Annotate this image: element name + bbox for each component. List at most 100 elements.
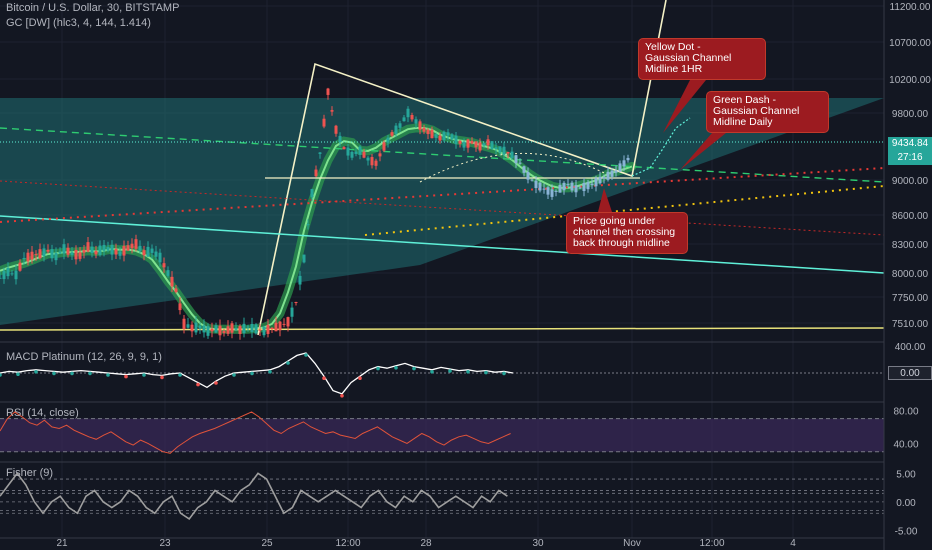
candle-body <box>326 88 330 95</box>
callout-yellow-dot-text: Yellow Dot - Gaussian Channel Midline 1H… <box>645 41 732 75</box>
callout-green-dash: Green Dash - Gaussian Channel Midline Da… <box>706 91 829 133</box>
candle-body <box>78 252 82 259</box>
macd-dot <box>106 373 110 377</box>
rsi-tick-label: 80.00 <box>893 406 918 417</box>
candle-body <box>134 239 138 249</box>
candle-body <box>350 151 354 158</box>
time-tick-label: 4 <box>790 538 796 549</box>
time-tick-label: 12:00 <box>335 538 360 549</box>
time-tick-label: Nov <box>623 538 641 549</box>
candle-body <box>534 180 538 189</box>
yellow-dot-1hr-midline <box>364 185 885 236</box>
candle-body <box>378 153 382 157</box>
candle-body <box>622 160 626 167</box>
candle-body <box>50 249 54 259</box>
candle-body <box>402 117 406 122</box>
candle-body <box>482 143 486 146</box>
rsi-band <box>0 418 884 452</box>
callout-yellow-dot: Yellow Dot - Gaussian Channel Midline 1H… <box>638 38 766 80</box>
fisher-label[interactable]: Fisher (9) <box>6 467 54 479</box>
candle-body <box>530 179 534 181</box>
candle-body <box>270 327 274 329</box>
candle-body <box>238 326 242 334</box>
candle-body <box>86 242 90 252</box>
candle-body <box>334 125 338 134</box>
time-tick-label: 28 <box>420 538 432 549</box>
candle-body <box>494 147 498 150</box>
trend-lines <box>0 0 885 336</box>
candle-body <box>522 166 526 173</box>
candle-body <box>570 182 574 191</box>
candle-body <box>54 252 58 261</box>
candle-body <box>418 121 422 130</box>
candle-body <box>322 118 326 127</box>
price-axis: 11200.00 10700.00 10200.00 9800.00 9000.00 86… <box>56 0 932 550</box>
candle-body <box>42 248 46 257</box>
candle-body <box>594 178 598 187</box>
candle-body <box>442 131 446 141</box>
candle-body <box>26 252 30 262</box>
candle-body <box>222 331 226 333</box>
macd-dot <box>160 375 164 380</box>
candle-body <box>614 170 618 173</box>
candle-body <box>206 326 210 336</box>
candle-body <box>330 110 334 112</box>
candle-body <box>30 251 34 260</box>
candle-body <box>302 254 306 263</box>
macd-dot <box>322 376 326 381</box>
candle-body <box>34 254 38 256</box>
macd-label[interactable]: MACD Platinum (12, 26, 9, 9, 1) <box>6 351 162 363</box>
candle-body <box>186 324 190 328</box>
candle-body <box>94 250 98 255</box>
macd-dot <box>16 372 20 377</box>
macd-dot <box>430 370 434 374</box>
symbol-title[interactable]: Bitcoin / U.S. Dollar, 30, BITSTAMP <box>6 2 180 14</box>
macd-dot <box>340 394 344 398</box>
macd-dot <box>214 381 218 385</box>
macd-dot <box>412 366 416 371</box>
candle-body <box>426 129 430 135</box>
candle-body <box>210 328 214 332</box>
rsi-label[interactable]: RSI (14, close) <box>6 407 79 419</box>
candle-body <box>174 288 178 293</box>
candle-body <box>194 322 198 333</box>
candle-body <box>230 323 234 333</box>
candle-body <box>118 251 122 256</box>
fisher-tick-label: 0.00 <box>896 498 916 509</box>
cyan-trendline <box>0 215 885 274</box>
callout-midline-text: Price going under channel then crossing … <box>573 215 676 249</box>
macd-dot <box>286 361 290 365</box>
candle-body <box>102 244 106 251</box>
candle-body <box>510 151 514 159</box>
candle-body <box>342 147 346 150</box>
price-tick-label: 10200.00 <box>889 75 931 86</box>
candle-body <box>150 248 154 253</box>
candle-body <box>590 183 594 186</box>
candle-body <box>306 224 310 226</box>
price-tick-label: 7510.00 <box>892 319 929 330</box>
candle-body <box>422 127 426 132</box>
dotted-arc <box>419 152 611 183</box>
candle-body <box>390 132 394 136</box>
indicator-title[interactable]: GC [DW] (hlc3, 4, 144, 1.414) <box>6 17 151 29</box>
macd-dot <box>70 371 74 376</box>
candle-body <box>22 258 26 260</box>
candle-body <box>394 125 398 134</box>
candle-body <box>314 169 318 177</box>
candle-body <box>226 326 230 334</box>
candle-body <box>170 276 174 287</box>
candle-body <box>446 132 450 136</box>
macd-dot <box>196 382 200 387</box>
candle-body <box>362 152 366 158</box>
candle-body <box>414 119 418 124</box>
candle-body <box>6 267 10 277</box>
candle-body <box>386 137 390 143</box>
candle-body <box>582 182 586 192</box>
macd-dot <box>250 371 254 376</box>
candle-body <box>110 244 114 255</box>
candle-body <box>158 252 162 263</box>
bar-countdown: 27:16 <box>888 151 932 165</box>
candle-body <box>70 252 74 255</box>
candle-body <box>610 170 614 177</box>
